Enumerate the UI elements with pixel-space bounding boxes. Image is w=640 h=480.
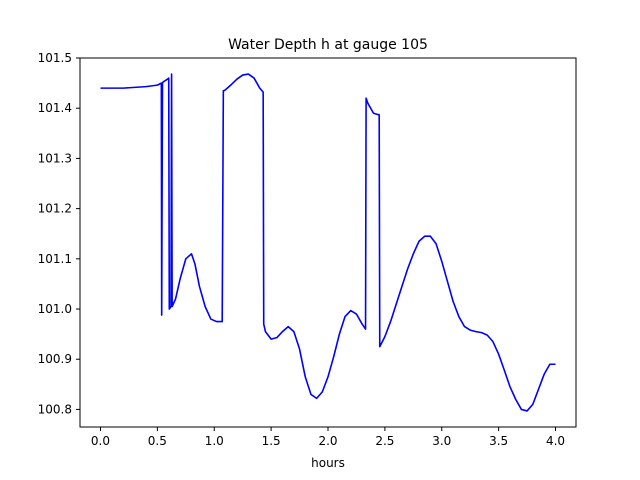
x-tick-label: 1.0	[205, 434, 224, 448]
x-tick-label: 0.0	[91, 434, 110, 448]
y-tick-label: 101.2	[38, 202, 72, 216]
x-axis: 0.0 0.5 1.0 1.5 2.0 2.5 3.0 3.5 4.0	[91, 427, 565, 448]
x-tick-label: 3.0	[432, 434, 451, 448]
y-tick-label: 101.0	[38, 302, 72, 316]
y-tick-label: 101.1	[38, 252, 72, 266]
x-tick-label: 2.0	[318, 434, 337, 448]
y-axis: 100.8 100.9 101.0 101.1 101.2 101.3 101.4 101.5	[38, 51, 80, 416]
x-axis-label: hours	[311, 456, 345, 470]
y-tick-label: 101.5	[38, 51, 72, 65]
x-tick-label: 1.5	[262, 434, 281, 448]
x-tick-label: 2.5	[375, 434, 394, 448]
chart-title: Water Depth h at gauge 105	[228, 37, 428, 53]
y-tick-label: 101.3	[38, 151, 72, 165]
x-tick-label: 3.5	[489, 434, 508, 448]
water-depth-series-line	[100, 73, 556, 412]
x-tick-label: 0.5	[148, 434, 167, 448]
x-tick-label: 4.0	[546, 434, 565, 448]
y-tick-label: 101.4	[38, 101, 72, 115]
y-tick-label: 100.9	[38, 352, 72, 366]
y-tick-label: 100.8	[38, 402, 72, 416]
